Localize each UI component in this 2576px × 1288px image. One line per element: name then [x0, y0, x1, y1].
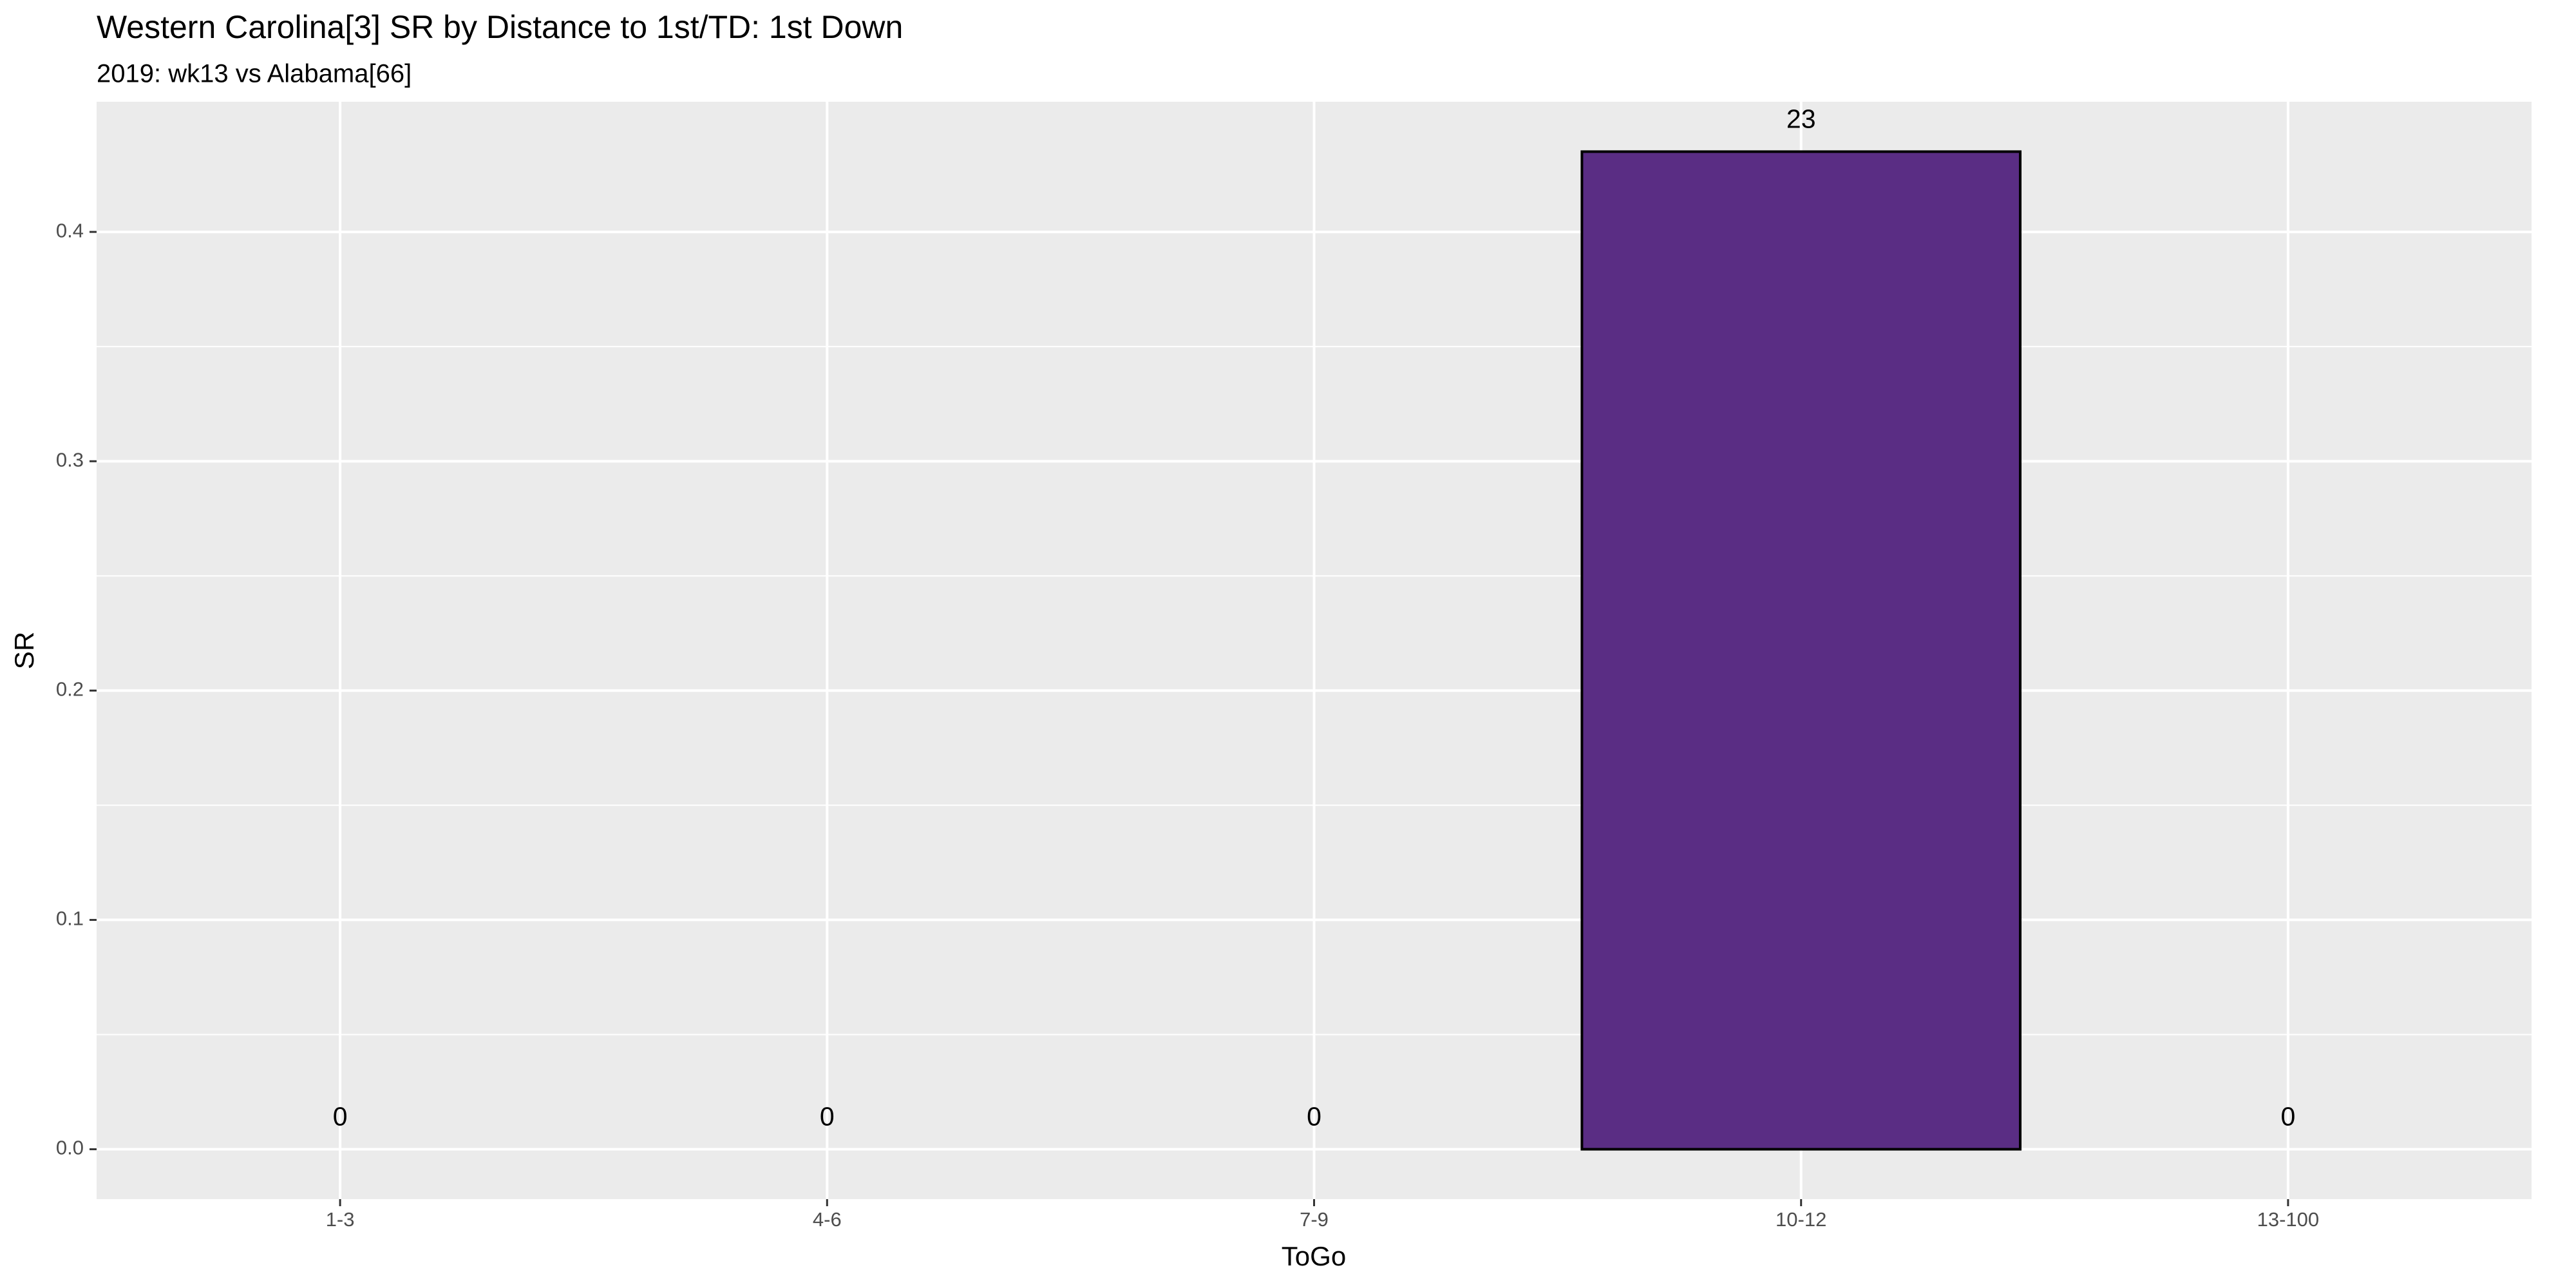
x-tick-label: 10-12 [1776, 1208, 1826, 1231]
x-tick-label: 13-100 [2257, 1208, 2320, 1231]
chart-subtitle: 2019: wk13 vs Alabama[66] [97, 60, 412, 88]
data-label: 23 [1786, 104, 1816, 133]
y-tick-label: 0.1 [56, 907, 84, 930]
x-tick-label: 1-3 [326, 1208, 355, 1231]
bar [1580, 150, 2022, 1151]
y-tick-label: 0.3 [56, 448, 84, 471]
y-tick-label: 0.4 [56, 219, 84, 242]
y-axis-title: SR [9, 632, 39, 669]
y-tick-label: 0.0 [56, 1137, 84, 1159]
data-label: 0 [820, 1101, 835, 1131]
x-tick-label: 4-6 [813, 1208, 842, 1231]
data-label: 0 [2280, 1101, 2295, 1131]
data-label: 0 [1307, 1101, 1321, 1131]
x-axis-title: ToGo [1282, 1241, 1346, 1271]
x-tick-label: 7-9 [1300, 1208, 1329, 1231]
data-label: 0 [333, 1101, 348, 1131]
y-tick-label: 0.2 [56, 678, 84, 701]
chart-title: Western Carolina[3] SR by Distance to 1s… [97, 9, 903, 45]
